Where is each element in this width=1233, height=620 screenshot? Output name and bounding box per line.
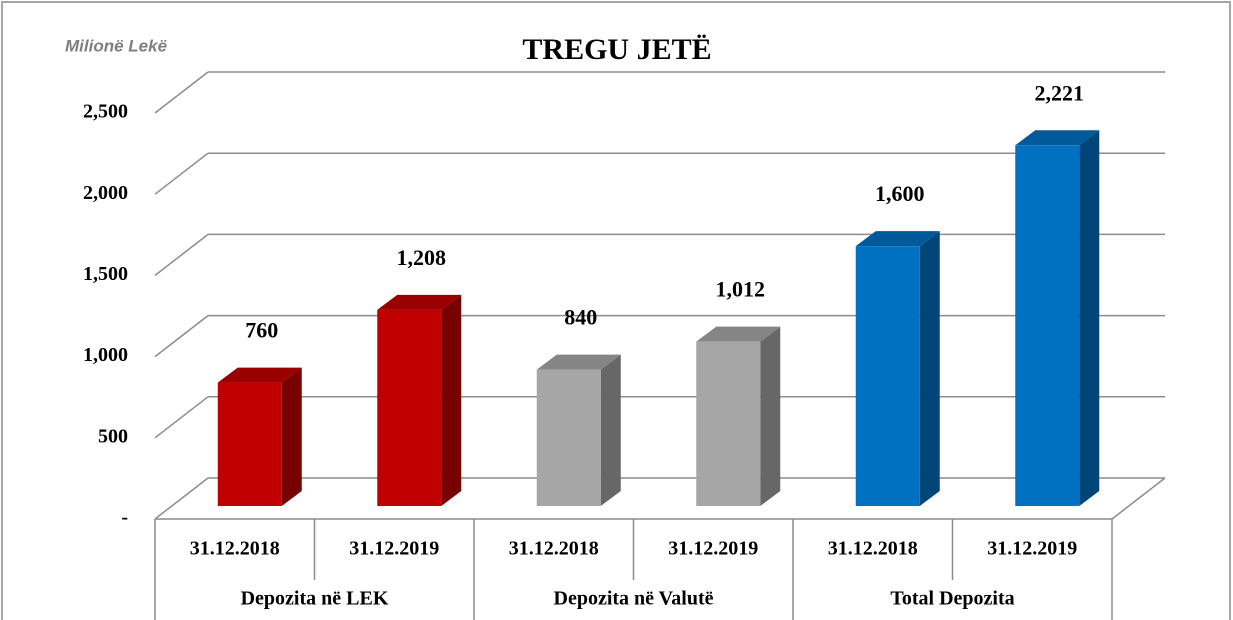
group-label: Depozita në LEK <box>241 588 389 610</box>
bar <box>696 341 761 506</box>
bar <box>855 246 920 506</box>
bar-top <box>855 231 940 247</box>
y-tick-label: - <box>121 507 128 529</box>
unit-label: Milionë Lekë <box>65 36 167 55</box>
group-label: Depozita në Valutë <box>554 588 714 610</box>
grid-line-side <box>154 315 209 358</box>
y-tick-label: 2,500 <box>83 101 128 123</box>
bar <box>536 369 601 506</box>
bar-top <box>217 367 302 383</box>
data-label: 1,600 <box>875 181 925 206</box>
bar-side <box>600 354 621 506</box>
y-tick-label: 1,000 <box>83 344 128 366</box>
data-label: 840 <box>564 305 597 330</box>
x-tick-label: 31.12.2018 <box>509 538 599 560</box>
data-label: 760 <box>245 318 278 343</box>
bar <box>1015 145 1080 506</box>
x-tick-label: 31.12.2018 <box>190 538 280 560</box>
floor-right <box>1111 477 1166 520</box>
bar-side <box>441 294 462 506</box>
x-tick-label: 31.12.2018 <box>828 538 918 560</box>
grid-line-side <box>154 71 209 114</box>
bar <box>377 309 442 506</box>
bar-top <box>536 354 621 370</box>
data-label: 1,208 <box>397 245 447 270</box>
x-tick-label: 31.12.2019 <box>987 538 1077 560</box>
bar-top <box>377 294 462 310</box>
x-tick-label: 31.12.2019 <box>668 538 758 560</box>
bar-side <box>760 326 781 506</box>
y-tick-label: 500 <box>98 425 128 447</box>
grid-line-side <box>154 233 209 276</box>
data-label: 2,221 <box>1035 80 1085 105</box>
grid-line-side <box>154 477 209 520</box>
grid-line-side <box>154 396 209 439</box>
bar-top <box>1015 130 1100 146</box>
grid-line-side <box>154 152 209 195</box>
bar-side <box>281 367 302 506</box>
y-tick-label: 1,500 <box>83 263 128 285</box>
y-tick-label: 2,000 <box>83 182 128 204</box>
data-label: 1,012 <box>716 277 766 302</box>
x-tick-label: 31.12.2019 <box>349 538 439 560</box>
chart-title: TREGU JETË <box>522 33 711 66</box>
bar-side <box>1079 130 1100 506</box>
bar <box>217 382 282 506</box>
bar-side <box>919 231 940 506</box>
group-label: Total Depozita <box>890 588 1014 610</box>
bar-top <box>696 326 781 342</box>
